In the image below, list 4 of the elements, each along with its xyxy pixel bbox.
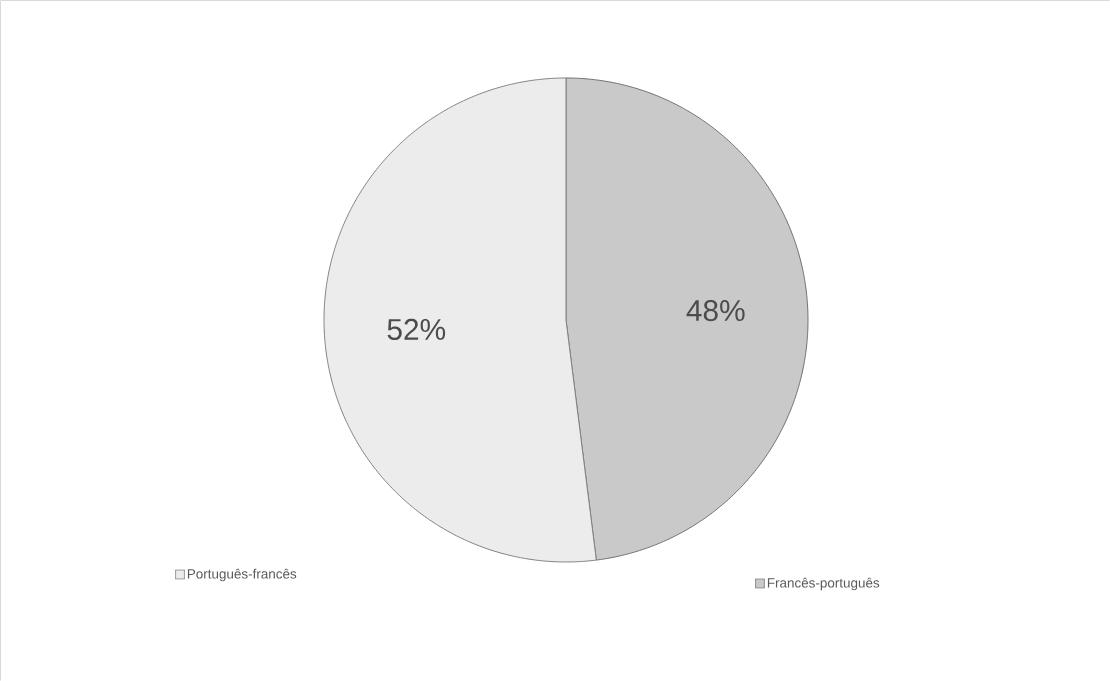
legend-label: Português-francês <box>187 568 297 582</box>
data-label: 48% <box>686 299 745 322</box>
legend-label: Francês-português <box>767 577 880 591</box>
data-label: 52% <box>387 318 446 340</box>
